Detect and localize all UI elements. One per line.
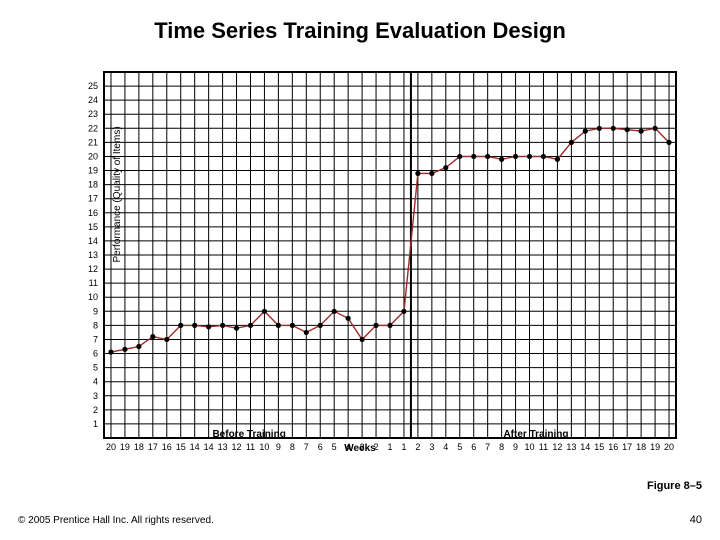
figure-label: Figure 8–5 <box>647 480 702 492</box>
before-training-label: Before Training <box>212 429 285 440</box>
svg-text:7: 7 <box>93 334 98 344</box>
svg-text:20: 20 <box>88 151 98 161</box>
svg-text:1: 1 <box>93 419 98 429</box>
svg-text:6: 6 <box>93 349 98 359</box>
svg-text:19: 19 <box>88 166 98 176</box>
svg-text:21: 21 <box>88 137 98 147</box>
svg-text:8: 8 <box>93 320 98 330</box>
svg-text:11: 11 <box>89 278 98 288</box>
chart-container: Performance (Quality of Items) 123456789… <box>70 68 680 468</box>
svg-text:22: 22 <box>88 123 98 133</box>
page-title: Time Series Training Evaluation Design <box>0 18 720 44</box>
svg-text:25: 25 <box>88 81 98 91</box>
svg-text:12: 12 <box>88 264 98 274</box>
svg-text:2: 2 <box>93 405 98 415</box>
svg-text:18: 18 <box>88 180 98 190</box>
svg-text:13: 13 <box>88 250 98 260</box>
svg-text:3: 3 <box>93 391 98 401</box>
svg-text:10: 10 <box>88 292 98 302</box>
slide: Time Series Training Evaluation Design P… <box>0 0 720 540</box>
svg-text:14: 14 <box>88 236 98 246</box>
chart-svg: 1234567891011121314151617181920212223242… <box>70 68 680 468</box>
svg-text:16: 16 <box>88 208 98 218</box>
svg-text:5: 5 <box>93 363 98 373</box>
page-number: 40 <box>690 514 702 526</box>
svg-text:24: 24 <box>88 95 98 105</box>
x-axis-label: Weeks <box>0 443 720 454</box>
svg-text:4: 4 <box>93 377 98 387</box>
svg-text:23: 23 <box>88 109 98 119</box>
y-axis-label: Performance (Quality of Items) <box>112 126 123 262</box>
svg-text:17: 17 <box>88 194 98 204</box>
after-training-label: After Training <box>503 429 568 440</box>
svg-text:15: 15 <box>88 222 98 232</box>
copyright-text: © 2005 Prentice Hall Inc. All rights res… <box>18 515 214 526</box>
svg-text:9: 9 <box>93 306 98 316</box>
